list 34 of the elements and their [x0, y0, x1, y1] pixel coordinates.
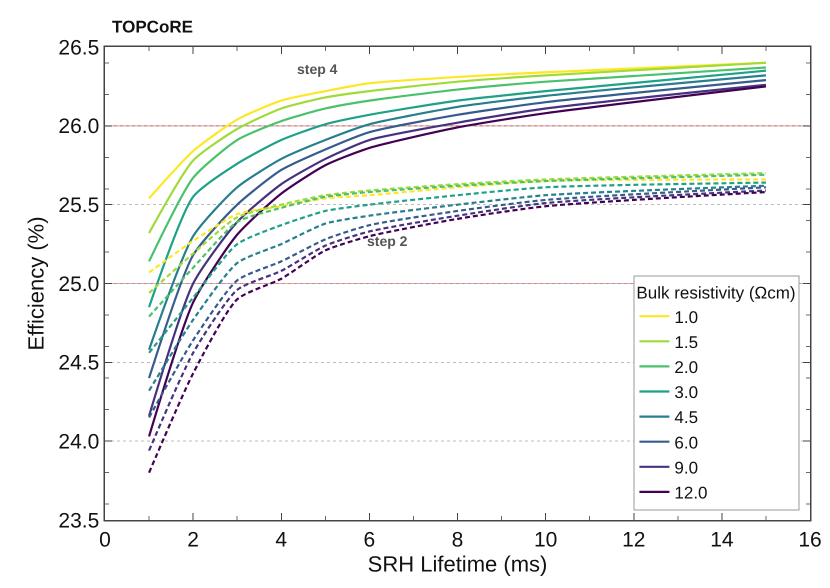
y-tick-label: 25.0	[58, 272, 100, 296]
legend-label: 1.0	[674, 308, 698, 327]
x-tick-label: 10	[534, 528, 558, 552]
x-tick-label: 4	[275, 528, 288, 552]
line-series	[148, 62, 768, 234]
x-tick-label: 2	[187, 528, 199, 552]
legend-label: 3.0	[674, 383, 698, 402]
annotation: step 4	[297, 61, 338, 77]
chart-title: TOPCoRE	[112, 17, 193, 36]
y-tick-label: 26.5	[58, 36, 100, 60]
legend-label: 4.5	[674, 408, 698, 428]
line-series	[148, 66, 768, 263]
legend-title: Bulk resistivity (Ωcm)	[636, 284, 796, 303]
legend-label: 9.0	[674, 458, 698, 478]
x-tick-label: 0	[99, 528, 111, 552]
legend-label: 12.0	[674, 484, 708, 503]
legend-label: 6.0	[674, 433, 698, 452]
y-axis-title: Efficiency (%)	[23, 216, 48, 351]
x-tick-label: 6	[364, 528, 376, 552]
x-tick-label: 12	[622, 528, 646, 552]
y-tick-label: 26.0	[58, 115, 100, 138]
annotation: step 2	[367, 233, 408, 249]
line-series	[148, 62, 768, 200]
x-tick-label: 14	[710, 528, 734, 552]
y-tick-label: 25.5	[58, 194, 100, 218]
y-tick-label: 24.5	[58, 352, 100, 375]
legend-label: 1.5	[674, 332, 698, 352]
x-tick-label: 16	[798, 528, 822, 552]
x-axis-title: SRH Lifetime (ms)	[368, 552, 548, 577]
y-tick-label: 23.5	[58, 509, 100, 532]
legend-label: 2.0	[674, 358, 698, 378]
x-tick-label: 8	[452, 528, 464, 552]
y-tick-label: 24.0	[58, 430, 100, 454]
line-series	[148, 178, 768, 274]
